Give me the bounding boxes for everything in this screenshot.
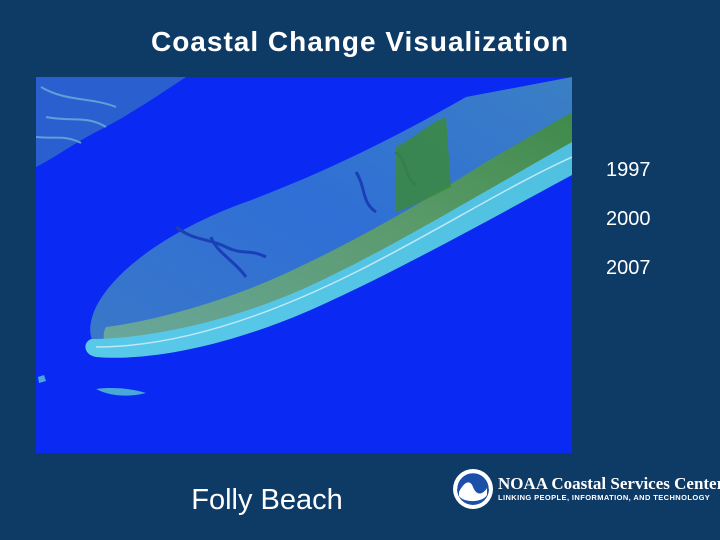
beach-strip [85,142,572,358]
year-2000[interactable]: 2000 [606,208,651,230]
year-1997[interactable]: 1997 [606,159,651,181]
mainland-marsh [36,77,186,167]
year-2007[interactable]: 2007 [606,257,651,279]
island-marsh [90,77,572,358]
noaa-seal-icon [453,469,493,509]
year-list: 1997 2000 2007 [606,158,651,305]
noaa-logo: NOAA Coastal Services Center LINKING PEO… [452,468,720,514]
noaa-org-name: NOAA Coastal Services Center [498,474,720,493]
tidal-creeks [175,150,417,278]
folly-beach-lidar-map [36,77,572,396]
slide-title: Coastal Change Visualization [150,26,570,57]
coastal-elevation-image [36,77,572,453]
location-label: Folly Beach [172,478,362,522]
noaa-tagline: LINKING PEOPLE, INFORMATION, AND TECHNOL… [498,493,711,502]
sandbar [96,388,146,396]
vegetated-ridge [103,112,572,353]
